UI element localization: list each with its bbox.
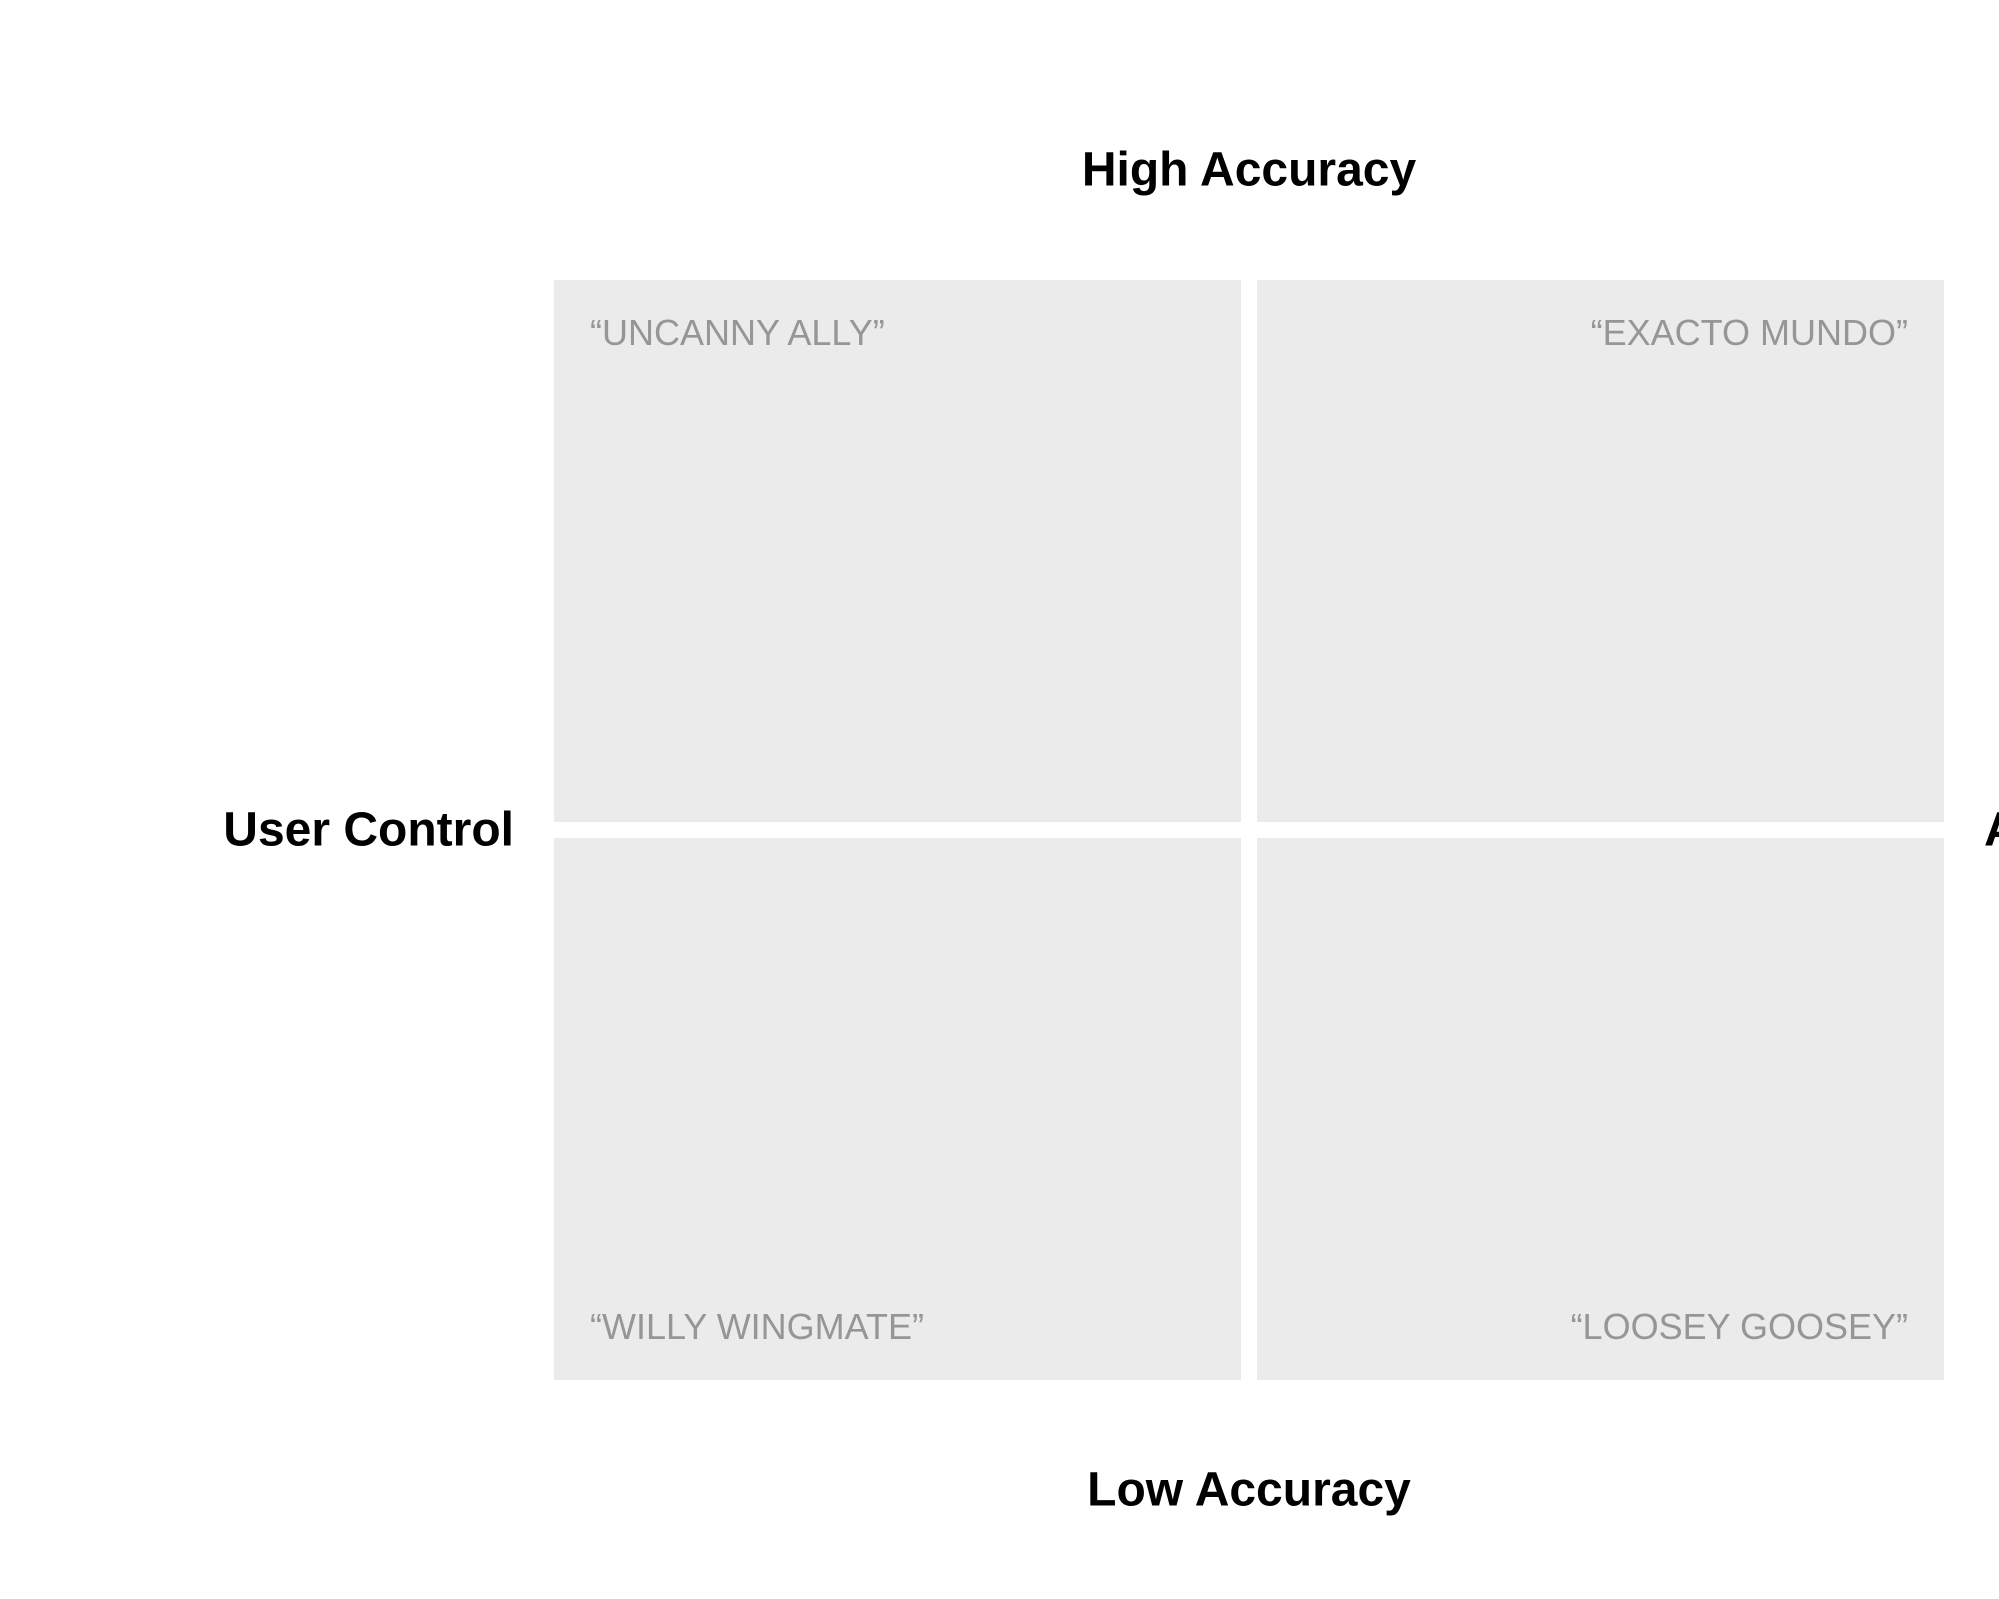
quadrant-grid: “UNCANNY ALLY” “EXACTO MUNDO” “WILLY WIN… <box>554 280 1944 1380</box>
axis-label-top: High Accuracy <box>1082 143 1416 198</box>
quadrant-top-left: “UNCANNY ALLY” <box>554 280 1241 822</box>
quadrant-label-top-left: “UNCANNY ALLY” <box>590 312 885 354</box>
quadrant-bottom-left: “WILLY WINGMATE” <box>554 838 1241 1380</box>
axis-label-bottom: Low Accuracy <box>1087 1463 1411 1518</box>
quadrant-label-bottom-right: “LOOSEY GOOSEY” <box>1571 1306 1908 1348</box>
quadrant-label-top-right: “EXACTO MUNDO” <box>1591 312 1908 354</box>
quadrant-label-bottom-left: “WILLY WINGMATE” <box>590 1306 924 1348</box>
axis-label-right: AI Control <box>1984 803 1999 858</box>
quadrant-top-right: “EXACTO MUNDO” <box>1257 280 1944 822</box>
quadrant-bottom-right: “LOOSEY GOOSEY” <box>1257 838 1944 1380</box>
axis-label-left: User Control <box>223 803 514 858</box>
